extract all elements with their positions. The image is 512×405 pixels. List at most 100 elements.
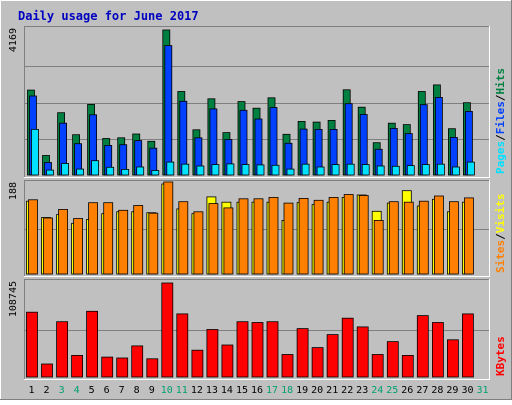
legend-entry: Files [494,101,507,134]
x-tick-label: 26 [401,385,413,396]
bar-sites-day-28 [433,195,444,275]
legend-entry: Pages [494,141,507,174]
bar-kbytes-day-17 [266,321,279,378]
bar-sites-day-29 [448,201,459,275]
bar-kbytes-day-5 [86,310,98,378]
bar-kbytes-day-1 [26,311,38,378]
x-tick-label: 29 [446,385,458,396]
bar-kbytes-day-20 [311,347,324,378]
bar-pages-day-20 [316,166,325,176]
bar-sites-day-4 [73,218,83,275]
bar-sites-day-8 [133,205,144,275]
bar-kbytes-day-15 [236,321,249,378]
bar-pages-day-19 [301,163,310,176]
bar-kbytes-day-9 [146,358,159,378]
bar-pages-day-2 [46,169,54,176]
bar-sites-day-19 [298,197,309,275]
bar-pages-day-11 [181,163,190,176]
bar-kbytes-day-8 [131,345,144,378]
x-tick-label: 13 [206,385,218,396]
legend-entry: Visits [494,194,507,234]
x-tick-label: 7 [119,385,125,396]
bar-kbytes-day-16 [251,322,264,378]
panel-max-label: 108745 [8,281,19,317]
bar-kbytes-day-6 [101,356,114,378]
bar-files-day-17 [269,107,278,176]
bar-kbytes-day-11 [176,313,189,378]
bar-sites-day-15 [238,198,249,275]
bar-kbytes-day-26 [401,354,414,378]
x-tick-label: 1 [28,385,34,396]
bar-kbytes-day-21 [326,334,339,378]
bar-pages-day-17 [271,164,280,176]
x-tick-label: 18 [281,385,293,396]
series-pages [31,128,475,176]
x-tick-label: 12 [191,385,203,396]
panel-legend: Sites/Visits [494,194,507,274]
bar-kbytes-day-2 [41,363,53,378]
bar-pages-day-22 [346,163,355,176]
bar-sites-day-3 [58,208,68,275]
x-tick-label: 30 [461,385,473,396]
x-tick-label: 9 [149,385,155,396]
series-kbytes [26,282,474,378]
bar-pages-day-1 [31,128,39,176]
x-tick-label: 3 [59,385,65,396]
bar-sites-day-9 [148,212,159,275]
legend-entry: KBytes [494,336,507,376]
legend-entry: / [494,94,507,101]
legend-entry: / [494,233,507,240]
x-tick-label: 6 [104,385,110,396]
bar-sites-day-12 [193,211,204,275]
bar-sites-day-17 [268,196,279,275]
bar-kbytes-day-19 [296,328,309,378]
bar-sites-day-26 [403,201,414,275]
bar-kbytes-day-10 [161,282,174,378]
bar-kbytes-day-23 [356,326,369,378]
x-tick-label: 31 [476,385,488,396]
panel-max-label: 188 [8,182,19,200]
legend-entry: Hits [494,68,507,95]
bar-sites-day-6 [103,202,114,275]
bar-kbytes-day-22 [341,317,354,378]
bar-sites-day-22 [343,194,354,275]
bar-sites-day-27 [418,200,429,275]
x-tick-label: 27 [416,385,428,396]
x-tick-label: 23 [356,385,368,396]
x-tick-label: 25 [386,385,398,396]
x-tick-label: 20 [311,385,323,396]
series-files [29,45,473,176]
panel-legend: KBytes [494,336,507,376]
bar-sites-day-30 [463,197,474,275]
bar-sites-day-18 [283,202,294,275]
bar-pages-day-27 [421,164,430,176]
bar-sites-day-5 [88,202,98,275]
x-tick-label: 8 [134,385,140,396]
bar-pages-day-14 [226,163,235,176]
bar-sites-day-14 [223,207,234,275]
x-tick-label: 28 [431,385,443,396]
chart-title: Daily usage for June 2017 [18,9,199,23]
panel-max-label: 4169 [8,28,19,52]
bar-kbytes-day-13 [206,329,219,378]
x-tick-label: 4 [74,385,80,396]
bar-pages-day-15 [241,164,250,176]
bar-kbytes-day-4 [71,354,83,378]
legend-entry: Sites [494,240,507,273]
bar-kbytes-day-25 [386,341,399,378]
x-tick-label: 22 [341,385,353,396]
bar-pages-day-24 [376,165,385,176]
bar-pages-day-8 [136,166,145,176]
bar-pages-day-29 [451,166,460,176]
bar-pages-day-16 [256,164,265,176]
bar-pages-day-23 [361,164,370,176]
bar-kbytes-day-24 [371,354,384,378]
x-tick-label: 21 [326,385,338,396]
bar-sites-day-11 [178,201,189,275]
x-tick-label: 2 [43,385,49,396]
bar-sites-day-20 [313,199,324,275]
x-tick-label: 17 [266,385,278,396]
bar-pages-day-13 [211,164,220,176]
